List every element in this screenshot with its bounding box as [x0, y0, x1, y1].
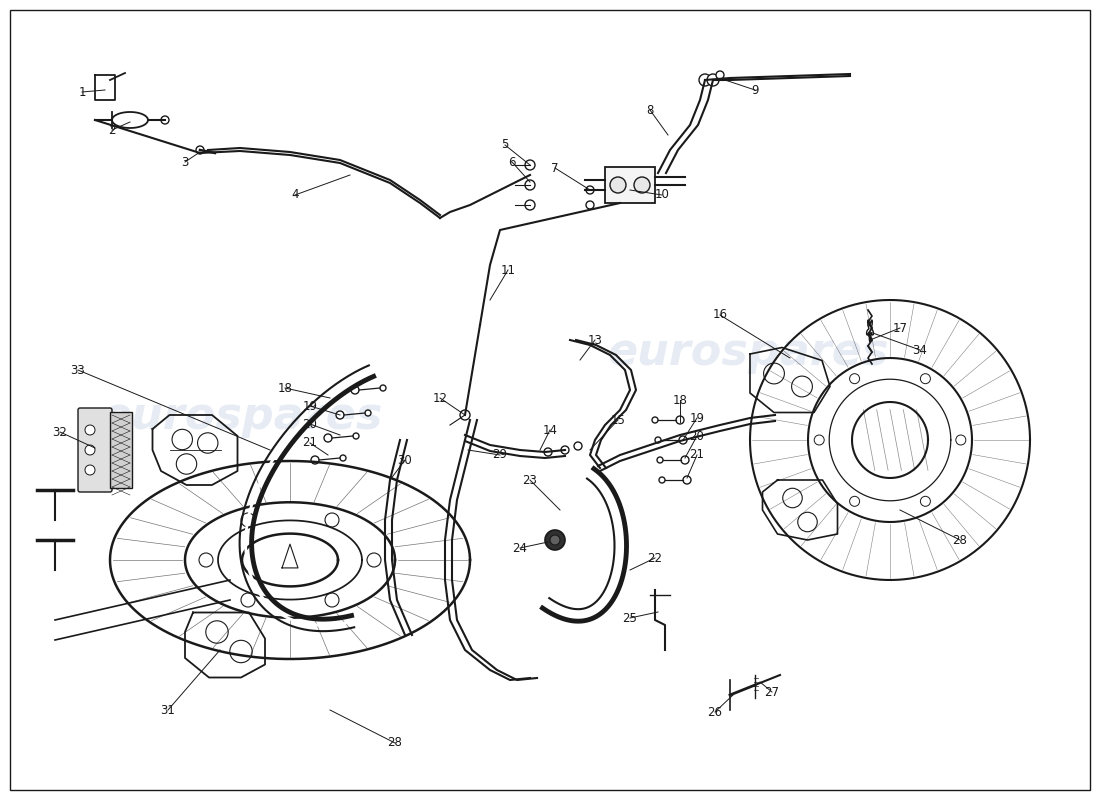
- Circle shape: [544, 530, 565, 550]
- Circle shape: [161, 116, 169, 124]
- Text: 5: 5: [502, 138, 508, 151]
- Text: 26: 26: [707, 706, 723, 718]
- Circle shape: [610, 177, 626, 193]
- Circle shape: [525, 200, 535, 210]
- Text: 21: 21: [690, 449, 704, 462]
- Text: 12: 12: [432, 391, 448, 405]
- Bar: [605, 167, 654, 203]
- Text: 16: 16: [713, 309, 727, 322]
- Text: 15: 15: [610, 414, 626, 426]
- Text: 20: 20: [690, 430, 704, 442]
- Text: 6: 6: [508, 155, 516, 169]
- Circle shape: [586, 201, 594, 209]
- Circle shape: [336, 411, 344, 419]
- Circle shape: [85, 465, 95, 475]
- Circle shape: [324, 434, 332, 442]
- Text: 18: 18: [277, 382, 293, 394]
- Text: 34: 34: [913, 343, 927, 357]
- Circle shape: [634, 177, 650, 193]
- Circle shape: [340, 455, 346, 461]
- Circle shape: [657, 457, 663, 463]
- Text: 23: 23: [522, 474, 538, 486]
- Text: 22: 22: [648, 551, 662, 565]
- Text: 28: 28: [953, 534, 967, 546]
- Text: 10: 10: [654, 189, 670, 202]
- Circle shape: [698, 74, 711, 86]
- Text: 27: 27: [764, 686, 780, 698]
- Circle shape: [550, 535, 560, 545]
- Text: 17: 17: [892, 322, 907, 334]
- Text: 24: 24: [513, 542, 528, 554]
- Text: eurospares: eurospares: [101, 394, 383, 438]
- Text: 1: 1: [78, 86, 86, 98]
- Text: 19: 19: [302, 399, 318, 413]
- Circle shape: [460, 410, 470, 420]
- Text: 29: 29: [493, 449, 507, 462]
- Circle shape: [525, 160, 535, 170]
- Circle shape: [659, 477, 666, 483]
- Circle shape: [379, 385, 386, 391]
- Circle shape: [679, 436, 688, 444]
- Text: 20: 20: [302, 418, 318, 430]
- Circle shape: [676, 416, 684, 424]
- Text: 4: 4: [292, 189, 299, 202]
- Text: 8: 8: [647, 103, 653, 117]
- Text: 21: 21: [302, 437, 318, 450]
- Text: 14: 14: [542, 423, 558, 437]
- Text: 3: 3: [182, 155, 189, 169]
- Circle shape: [365, 410, 371, 416]
- Circle shape: [311, 456, 319, 464]
- Text: 2: 2: [108, 123, 115, 137]
- Bar: [110, 412, 132, 488]
- Circle shape: [85, 425, 95, 435]
- Circle shape: [683, 476, 691, 484]
- Text: 7: 7: [551, 162, 559, 174]
- Circle shape: [716, 71, 724, 79]
- Text: 30: 30: [397, 454, 412, 466]
- FancyBboxPatch shape: [78, 408, 112, 492]
- Circle shape: [654, 437, 661, 443]
- Text: 32: 32: [53, 426, 67, 438]
- Circle shape: [351, 386, 359, 394]
- Circle shape: [652, 417, 658, 423]
- Circle shape: [525, 180, 535, 190]
- Text: 25: 25: [623, 611, 637, 625]
- Text: 28: 28: [387, 737, 403, 750]
- Text: 18: 18: [672, 394, 688, 406]
- Text: 31: 31: [161, 703, 175, 717]
- Text: 13: 13: [587, 334, 603, 346]
- Circle shape: [85, 445, 95, 455]
- Circle shape: [561, 446, 569, 454]
- Text: 9: 9: [751, 83, 759, 97]
- Circle shape: [574, 442, 582, 450]
- Text: eurospares: eurospares: [607, 330, 889, 374]
- Circle shape: [707, 74, 719, 86]
- Circle shape: [196, 146, 204, 154]
- Text: 11: 11: [500, 263, 516, 277]
- Circle shape: [353, 433, 359, 439]
- Text: 33: 33: [70, 363, 86, 377]
- Circle shape: [586, 186, 594, 194]
- Circle shape: [544, 448, 552, 456]
- Circle shape: [681, 456, 689, 464]
- Text: 19: 19: [690, 411, 704, 425]
